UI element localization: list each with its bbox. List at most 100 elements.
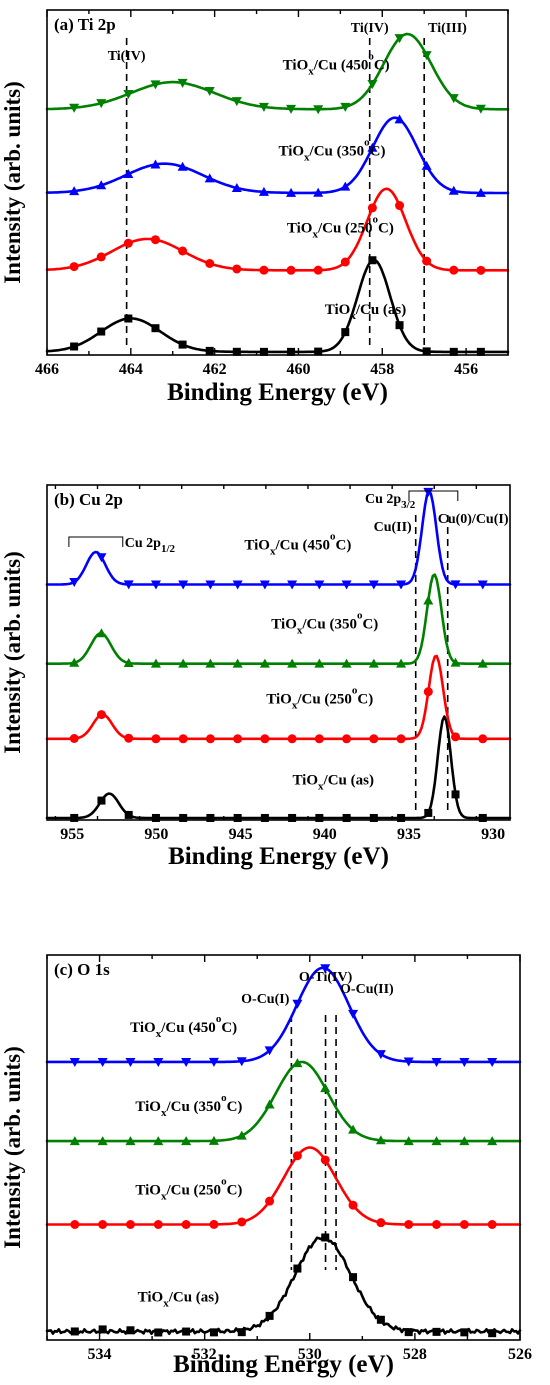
label-part: /Cu (as)	[168, 1289, 219, 1305]
series-line	[45, 654, 512, 741]
data-point	[181, 1219, 191, 1229]
data-point	[178, 734, 188, 744]
label-part: o	[352, 685, 358, 697]
series-label: TiOx/Cu (as)	[138, 1289, 220, 1309]
data-point	[293, 1264, 302, 1273]
data-point	[233, 734, 243, 744]
reference-line-label: Ti(IV)	[351, 21, 389, 36]
data-point	[231, 97, 242, 107]
data-point	[396, 580, 407, 590]
label-part: Cu 2p	[365, 492, 401, 507]
data-point	[154, 1328, 163, 1337]
data-point	[423, 687, 433, 697]
data-point	[237, 1217, 247, 1227]
label-part: C)	[378, 221, 394, 237]
data-point	[205, 658, 216, 668]
series-1: TiOx/Cu (as)	[45, 256, 510, 356]
data-point	[126, 1326, 135, 1335]
series-label: TiOx/Cu (350oC)	[271, 609, 378, 636]
data-point	[265, 1311, 274, 1320]
label-part: x	[292, 700, 298, 712]
data-point	[96, 553, 107, 563]
x-tick-label: 526	[508, 1346, 532, 1363]
data-point	[153, 1057, 164, 1067]
data-point	[209, 1328, 218, 1337]
label-part: C)	[374, 58, 390, 74]
label-part: x	[161, 1107, 167, 1119]
data-point	[178, 580, 189, 590]
data-point	[369, 734, 379, 744]
data-point	[178, 658, 189, 668]
label-part: /Cu (450	[313, 58, 369, 74]
label-part: /Cu (as)	[323, 773, 374, 789]
data-point	[394, 114, 405, 124]
data-point	[292, 1151, 302, 1161]
data-point	[70, 1220, 80, 1229]
data-point	[96, 180, 107, 190]
data-point	[403, 1057, 414, 1067]
data-point	[314, 658, 325, 668]
label-part: x	[297, 624, 303, 636]
label-part: C)	[227, 1182, 243, 1198]
label-part: C)	[227, 1099, 243, 1115]
data-point	[123, 89, 134, 99]
data-point	[313, 187, 324, 197]
series-label: TiOx/Cu (450oC)	[244, 530, 351, 557]
label-part: o	[357, 609, 363, 621]
data-point	[150, 80, 161, 90]
data-point	[69, 733, 79, 743]
data-point	[287, 658, 298, 668]
data-point	[124, 733, 134, 743]
series-line	[45, 116, 510, 195]
data-point	[287, 734, 297, 744]
data-point	[340, 257, 350, 267]
label-part: /Cu (250	[317, 221, 373, 237]
data-point	[153, 1220, 163, 1229]
x-tick-label: 950	[144, 826, 168, 843]
reference-line-label: O-Cu(II)	[340, 982, 394, 997]
data-point	[478, 734, 488, 744]
series-label: TiOx/Cu (450oC)	[130, 1013, 237, 1040]
x-tick-label: 460	[286, 361, 310, 378]
label-part: x	[308, 66, 314, 78]
label-part: /Cu (250	[296, 692, 352, 708]
panel-label: (a) Ti 2p	[54, 15, 116, 34]
x-tick-label: 462	[203, 361, 227, 378]
data-point	[448, 185, 459, 195]
data-point	[70, 813, 79, 822]
label-part: C)	[357, 692, 373, 708]
data-point	[237, 1328, 246, 1337]
data-point	[97, 1057, 108, 1067]
panel-label: (c) O 1s	[54, 960, 110, 979]
data-point	[70, 1327, 79, 1336]
data-point	[315, 813, 324, 822]
data-point	[208, 1057, 219, 1067]
data-point	[476, 347, 485, 356]
x-tick-label: 466	[35, 361, 59, 378]
data-point	[69, 1057, 80, 1067]
label-part: TiO	[292, 773, 318, 789]
data-point	[123, 238, 133, 248]
data-point	[487, 1057, 498, 1067]
x-tick-label: 464	[119, 361, 143, 378]
data-point	[150, 658, 161, 668]
label-part: 3/2	[401, 499, 416, 511]
data-point	[151, 813, 160, 822]
series-line	[45, 1235, 522, 1335]
data-point	[178, 340, 187, 349]
x-tick-label: 456	[454, 361, 478, 378]
series-2: TiOx/Cu (250oC)	[45, 1146, 522, 1229]
label-part: x	[161, 1190, 167, 1202]
data-point	[423, 595, 434, 605]
data-point	[259, 347, 268, 356]
data-point	[431, 1057, 442, 1067]
data-point	[287, 580, 298, 590]
data-point	[397, 813, 406, 822]
series-2: TiOx/Cu (250oC)	[45, 654, 512, 744]
data-point	[69, 657, 80, 667]
data-point	[288, 813, 297, 822]
label-part: /Cu (450	[160, 1020, 216, 1036]
series-label: TiOx/Cu (350oC)	[278, 136, 385, 163]
series-line	[45, 573, 512, 665]
data-point	[264, 1046, 275, 1056]
